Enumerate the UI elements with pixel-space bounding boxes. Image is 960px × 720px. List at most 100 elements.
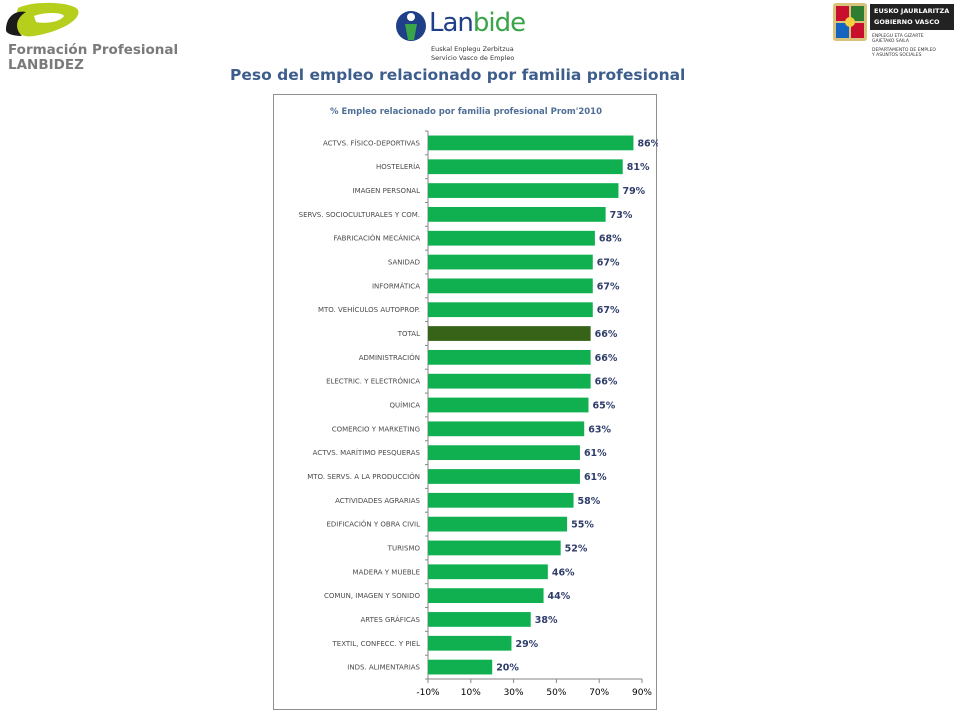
value-label: 52% [565,543,588,554]
value-label: 86% [637,138,658,149]
category-label: MTO. VEHÍCULOS AUTOPROP. [318,305,420,314]
bar [428,278,593,294]
value-label: 44% [548,591,571,602]
category-label: INDS. ALIMENTARIAS [347,664,420,672]
lanbide-subtitle-spanish: Servicio Vasco de Empleo [431,54,515,62]
category-label: INFORMÁTICA [372,281,420,290]
x-tick-label: 90% [632,688,652,698]
value-label: 46% [552,567,575,578]
category-label: ELECTRIC. Y ELECTRÓNICA [326,377,420,386]
category-label: IMAGEN PERSONAL [353,187,421,195]
value-label: 66% [595,377,618,388]
gv-dept-spanish-1: DEPARTAMENTO DE EMPLEO [872,48,936,53]
x-tick-label: 30% [504,688,524,698]
value-label: 68% [599,234,622,245]
gobierno-vasco-logo: EUSKO JAURLARITZA GOBIERNO VASCO ENPLEGU… [832,2,957,68]
bar-total [428,326,591,341]
value-label: 55% [571,520,594,531]
bar [428,445,580,461]
category-label: ACTVS. MARÍTIMO PESQUERAS [313,448,421,457]
value-label: 61% [584,472,607,483]
value-label: 29% [515,639,538,650]
lanbide-emblem-icon [396,11,426,41]
x-tick-label: 10% [461,688,481,698]
value-label: 67% [597,305,620,316]
lanbide-wordmark: Lanbide [429,8,526,38]
value-label: 20% [496,663,519,674]
bar [428,469,580,484]
bar [428,421,585,437]
category-label: EDIFICACIÓN Y OBRA CIVIL [326,520,420,529]
category-label: TOTAL [397,330,420,338]
lanbide-subtitle-basque: Euskal Enplegu Zerbitzua [431,45,514,53]
category-label: TURISMO [387,544,421,552]
bar [428,135,634,151]
bar [428,159,623,175]
gv-name-box: EUSKO JAURLARITZA GOBIERNO VASCO [870,4,954,30]
gv-dept-basque-1: ENPLEGU ETA GIZARTE [872,34,924,39]
category-label: QUÍMICA [390,401,421,410]
category-label: FABRICACIÓN MECÁNICA [334,234,421,243]
bar [428,588,544,603]
bar [428,397,589,413]
lanbide-wordmark-part1: Lan [429,8,474,38]
category-label: COMERCIO Y MARKETING [332,425,420,433]
value-label: 61% [584,448,607,459]
bar [428,349,591,365]
category-label: ACTVS. FÍSICO-DEPORTIVAS [323,138,421,147]
value-label: 66% [595,329,618,340]
gv-dept-basque-2: GAIETAKO SAILA [872,39,909,44]
bar [428,659,493,675]
value-label: 65% [593,401,616,412]
category-label: MADERA Y MUEBLE [353,568,420,576]
value-label: 73% [610,210,633,221]
bar [428,492,574,508]
gv-dept-spanish-2: Y ASUNTOS SOCIALES [872,53,922,58]
category-label: COMUN, IMAGEN Y SONIDO [324,592,420,600]
x-tick-label: 50% [546,688,566,698]
value-label: 63% [588,424,611,435]
bar [428,516,568,532]
bar [428,230,595,246]
chart-title: % Empleo relacionado por familia profesi… [330,107,602,117]
lanbide-logo: Lanbide Euskal Enplegu Zerbitzua Servici… [395,6,535,64]
x-tick-label: -10% [416,688,440,698]
chart-plot: ACTVS. FÍSICO-DEPORTIVAS 86% HOSTELERÍA 81%… [299,130,658,698]
value-label: 66% [595,353,618,364]
bar-chart: % Empleo relacionado por familia profesi… [273,94,658,710]
category-label: SANIDAD [388,259,420,267]
category-label: ADMINISTRACIÓN [359,353,420,362]
bar [428,373,591,389]
category-label: TEXTIL, CONFECC. Y PIEL [332,640,421,648]
value-label: 67% [597,281,620,292]
category-label: HOSTELERÍA [376,162,420,171]
category-label: MTO. SERVS. A LA PRODUCCIÓN [307,472,420,481]
category-label: SERVS. SOCIOCULTURALES Y COM. [299,211,420,219]
fp-logo-line1: Formación Profesional [8,42,179,58]
slide-title: Peso del empleo relacionado por familia … [0,66,916,84]
value-label: 58% [578,496,601,507]
category-label: ARTES GRÁFICAS [360,615,420,624]
value-label: 67% [597,258,620,269]
bar [428,635,512,651]
fp-logo-mark [6,2,79,37]
formacion-profesional-logo: Formación Profesional LANBIDEZ [4,2,179,73]
x-tick-label: 70% [589,688,609,698]
gv-name-basque: EUSKO JAURLARITZA [874,7,950,15]
bar [428,540,561,556]
bar [428,564,548,580]
bar [428,302,593,318]
bar [428,254,593,270]
fp-logo-line2: LANBIDEZ [8,57,84,73]
value-label: 38% [535,615,558,626]
lanbide-wordmark-part2: bide [472,8,526,38]
value-label: 81% [627,162,650,173]
coat-of-arms-icon [833,3,867,41]
gv-name-spanish: GOBIERNO VASCO [874,18,940,26]
bar [428,612,531,627]
bar [428,183,619,198]
category-label: ACTIVIDADES AGRARIAS [335,497,420,505]
value-label: 79% [622,186,645,197]
bar [428,207,606,222]
slide-title-text: Peso del empleo relacionado por familia … [230,66,686,84]
